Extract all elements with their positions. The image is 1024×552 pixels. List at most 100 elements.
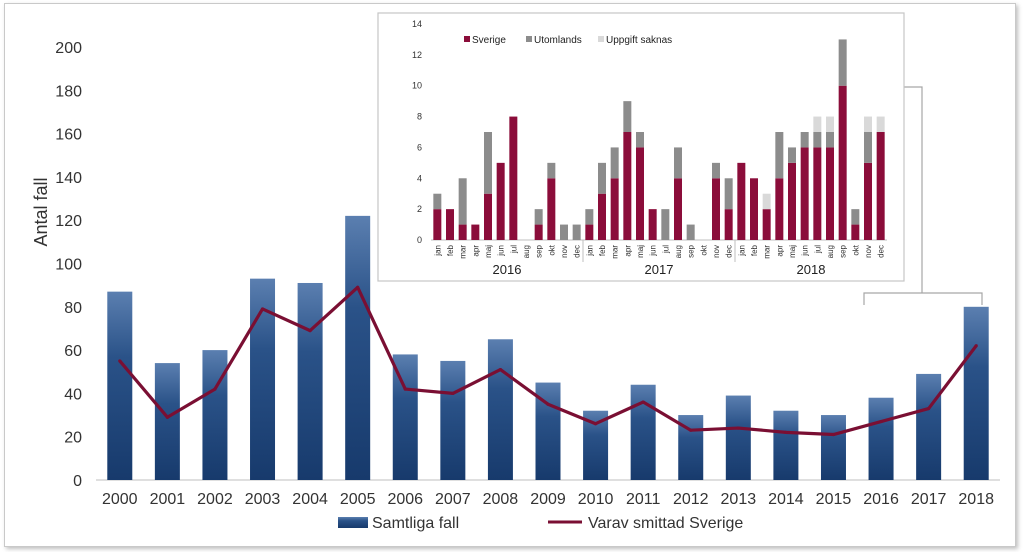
inset-y-tick-label: 2 (417, 204, 422, 214)
x-tick-label: 2004 (292, 491, 328, 508)
line-point-2009 (546, 402, 550, 406)
inset-month-label: dec (725, 245, 734, 258)
y-tick-label: 140 (55, 170, 82, 187)
inset-month-label: jul (813, 245, 822, 254)
inset-month-label: jan (585, 245, 594, 257)
inset-bar-uppgift-saknas (826, 116, 834, 132)
inset-bar-sverige (712, 178, 720, 240)
inset-bar-sverige (598, 193, 606, 240)
bracket-connector (904, 86, 923, 293)
inset-bar-sverige (484, 193, 492, 240)
inset-month-label: jun (801, 245, 810, 257)
inset-bar-utomlands (800, 132, 809, 148)
inset-bar-sverige (750, 178, 758, 240)
line-point-2014 (784, 430, 788, 434)
inset-bar-utomlands (598, 162, 606, 194)
inset-month-label: maj (788, 245, 797, 258)
inset-legend: Sverige Utomlands Uppgift saknas (464, 35, 672, 46)
inset-month-label: jun (497, 245, 506, 257)
inset-bar-sverige (737, 162, 746, 240)
inset-month-label: apr (775, 245, 784, 257)
inset-bar-sverige (534, 224, 543, 240)
inset-bar-sverige (623, 132, 632, 240)
x-tick-label: 2006 (387, 491, 423, 508)
inset-bar-sverige (826, 147, 834, 240)
inset-month-label: nov (560, 245, 569, 258)
inset-month-label: sep (535, 244, 544, 257)
y-tick-label: 40 (64, 386, 82, 403)
x-tick-label: 2002 (197, 491, 233, 508)
inset-y-tick-label: 0 (417, 235, 422, 245)
legend-swatch-bars (338, 517, 368, 528)
inset-legend-swatch (526, 36, 532, 42)
inset-bar-utomlands (864, 132, 872, 163)
x-tick-label: 2005 (340, 491, 376, 508)
line-point-2005 (356, 285, 360, 289)
inset-bar-utomlands (636, 132, 644, 148)
inset-bar-utomlands (585, 209, 594, 225)
line-point-2013 (736, 426, 740, 430)
line-point-2008 (498, 367, 503, 372)
line-point-2018 (974, 344, 978, 348)
legend-label-bars: Samtliga fall (372, 515, 459, 532)
line-point-2017 (927, 406, 931, 411)
inset-bar-uppgift-saknas (864, 116, 872, 132)
main-legend: Samtliga fall Varav smittad Sverige (338, 515, 743, 532)
x-tick-label: 2001 (150, 491, 186, 508)
line-point-2007 (451, 391, 455, 395)
bar-2018 (963, 306, 989, 480)
line-point-2003 (260, 307, 265, 311)
inset-month-label: mar (459, 245, 468, 259)
inset-bar-sverige (496, 162, 505, 240)
x-tick-label: 2016 (863, 491, 899, 508)
inset-y-tick-label: 6 (417, 142, 422, 152)
line-point-2006 (403, 387, 407, 391)
inset-year-label: 2017 (645, 262, 674, 277)
inset-y-axis: 0 2 4 6 8 10 12 14 (412, 19, 887, 245)
inset-month-label: sep (839, 244, 848, 257)
x-tick-label: 2010 (578, 491, 614, 508)
inset-y-tick-label: 10 (412, 81, 422, 91)
bar-2002 (202, 350, 228, 480)
inset-bar-sverige (585, 224, 594, 240)
inset-bar-utomlands (826, 132, 834, 148)
bar-2004 (297, 282, 323, 480)
y-axis-label: Antal fall (31, 177, 51, 246)
main-line-series (118, 285, 978, 437)
inset-bar-uppgift-saknas (762, 193, 771, 210)
inset-legend-swatch (598, 36, 604, 42)
x-tick-label: 2003 (245, 491, 281, 508)
bar-2013 (725, 395, 751, 480)
x-tick-label: 2017 (911, 491, 947, 508)
inset-legend-swatch (464, 36, 470, 42)
inset-legend-label: Utomlands (534, 35, 582, 46)
inset-month-label: mar (763, 245, 772, 259)
y-tick-label: 80 (64, 300, 82, 317)
inset-month-label: nov (864, 245, 873, 258)
inset-bar-utomlands (686, 224, 695, 240)
legend-label-line: Varav smittad Sverige (588, 515, 743, 532)
y-tick-label: 60 (64, 343, 82, 360)
inset-bar-sverige (864, 162, 872, 240)
y-tick-label: 180 (55, 83, 82, 100)
line-point-2000 (118, 359, 122, 363)
inset-bar-utomlands (534, 209, 543, 225)
inset-month-label: okt (699, 244, 708, 255)
inset-bar-sverige (458, 224, 467, 240)
inset-bar-utomlands (838, 39, 847, 86)
inset-bar-utomlands (674, 147, 682, 179)
line-point-2012 (689, 428, 693, 432)
inset-y-tick-label: 4 (417, 173, 422, 183)
inset-bar-utomlands (724, 178, 733, 210)
x-tick-label: 2014 (768, 491, 804, 508)
inset-month-label: dec (573, 245, 582, 258)
inset-month-label: apr (623, 245, 632, 257)
inset-bar-sverige (762, 209, 771, 240)
bar-2005 (345, 215, 371, 480)
inset-legend-label: Sverige (472, 35, 506, 46)
x-tick-label: 2000 (102, 491, 138, 508)
inset-bar-sverige (433, 209, 442, 240)
x-tick-label: 2011 (626, 491, 661, 508)
inset-month-label: sep (687, 244, 696, 257)
